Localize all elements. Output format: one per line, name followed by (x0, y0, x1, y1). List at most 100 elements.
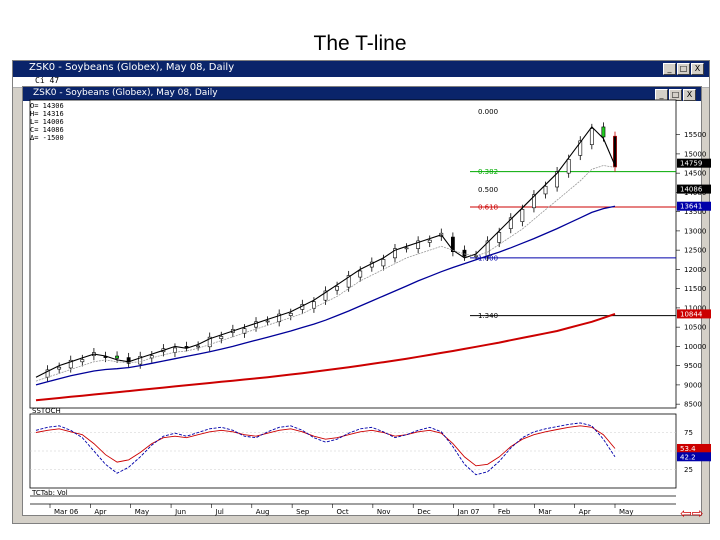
ohlc-high: H= 14316 (30, 110, 64, 118)
date-tick-label: Dec (417, 508, 431, 516)
ohlc-readout: O= 14306 H= 14316 L= 14006 C= 14086 Δ= -… (30, 102, 64, 142)
candle-body (242, 328, 247, 334)
medium-ma-line (35, 205, 616, 386)
slide-nav-arrows-icon[interactable]: ⇦⇨ (680, 506, 704, 522)
date-tick-label: Jun (174, 508, 186, 516)
candle-body (508, 217, 513, 229)
date-tick-label: Sep (296, 508, 310, 516)
inner-minimize-button[interactable]: _ (655, 89, 668, 101)
fib-level-label: 1.340 (478, 312, 498, 320)
price-ytick-label: 10500 (684, 324, 706, 332)
date-tick-label: Aug (256, 508, 270, 516)
price-ytick-label: 14500 (684, 170, 706, 178)
date-tick-label: May (135, 508, 149, 516)
price-tag-label: 14086 (680, 186, 703, 194)
ohlc-close: C= 14086 (30, 126, 64, 134)
candle-body (613, 135, 617, 168)
price-ytick-label: 9000 (684, 381, 702, 389)
candle-body (265, 320, 270, 323)
oscillator-title: SSTOCH (32, 407, 61, 415)
oscillator-ytick-label: 25 (684, 466, 693, 474)
candle-body (601, 126, 606, 138)
oscillator-ytick-label: 75 (684, 429, 693, 437)
candle-body (80, 359, 85, 363)
candle-body (219, 336, 224, 340)
short-ma-line (35, 165, 616, 382)
oscillator-tag-box (677, 443, 711, 453)
price-tag-box (677, 184, 711, 194)
candle-body (578, 140, 583, 156)
slide-title: The T-line (313, 32, 407, 55)
candle-body (462, 249, 467, 257)
candle-body (520, 209, 525, 222)
close-button[interactable]: X (691, 63, 704, 75)
date-tick-label: Apr (579, 508, 591, 516)
candle-body (323, 290, 328, 301)
candle-body (149, 355, 154, 359)
inner-close-button[interactable]: X (683, 89, 696, 101)
price-ytick-label: 10000 (684, 343, 706, 351)
outer-window-title: ZSK0 - Soybeans (Globex), May 08, Daily (29, 62, 235, 73)
candle-body (427, 239, 432, 243)
price-tag-box (677, 201, 711, 211)
long-ma-line (35, 312, 616, 402)
date-tick-label: May (619, 508, 633, 516)
candle-body (358, 270, 363, 278)
candle-body (416, 240, 421, 249)
inner-window-title: ZSK0 - Soybeans (Globex), May 08, Daily (33, 88, 218, 98)
candle-body (393, 248, 397, 259)
price-ytick-label: 9500 (684, 362, 702, 370)
candle-body (404, 247, 409, 250)
price-panel-frame (29, 99, 677, 409)
candle-body (126, 357, 131, 364)
candle-body (555, 171, 560, 188)
candle-body (68, 359, 73, 369)
ohlc-low: L= 14006 (30, 118, 64, 126)
candle-body (288, 312, 293, 316)
price-ytick-label: 15500 (684, 131, 706, 139)
fib-level-label: 0.000 (478, 108, 498, 116)
volume-panel-label: TCTab: Vol (31, 489, 68, 497)
price-ytick-label: 13000 (684, 227, 706, 235)
outer-window-titlebar: ZSK0 - Soybeans (Globex), May 08, Daily … (13, 61, 709, 77)
candle-body (589, 128, 594, 145)
candle-body (346, 275, 351, 288)
price-ytick-label: 15000 (684, 150, 706, 158)
outer-window-sub-label: Ci 47 (35, 76, 60, 85)
oscillator-tag-label: 42.2 (680, 453, 696, 461)
price-ytick-label: 11000 (684, 304, 706, 312)
fib-level-label: 0.618 (478, 204, 498, 212)
price-ytick-label: 12500 (684, 247, 706, 255)
price-ytick-label: 8500 (684, 401, 702, 409)
candle-body (497, 232, 502, 243)
candle-body (138, 356, 143, 365)
price-tag-label: 14759 (680, 160, 702, 168)
price-tag-box (677, 309, 711, 319)
candle-body (543, 185, 548, 195)
candle-body (450, 236, 455, 252)
price-tag-label: 10844 (680, 310, 703, 318)
date-tick-label: Apr (94, 508, 106, 516)
ohlc-change: Δ= -1500 (30, 134, 64, 142)
price-tag-box (677, 158, 711, 168)
candle-body (335, 286, 339, 291)
candle-body (254, 321, 258, 328)
candle-body (381, 259, 386, 267)
candle-body (207, 336, 212, 348)
oscillator-fast-line (35, 422, 616, 476)
price-ytick-label: 13500 (684, 208, 706, 216)
candle-body (57, 366, 62, 370)
date-tick-label: Oct (337, 508, 349, 516)
close-price-line (35, 126, 616, 378)
price-ytick-label: 11500 (684, 285, 706, 293)
maximize-button[interactable]: □ (677, 63, 690, 75)
minimize-button[interactable]: _ (663, 63, 676, 75)
candle-body (115, 355, 119, 359)
candle-body (196, 345, 201, 348)
price-tag-label: 13641 (680, 203, 702, 211)
date-tick-label: Feb (498, 508, 511, 516)
fib-level-label: 0.500 (478, 186, 498, 194)
fib-level-label: 1.000 (478, 254, 498, 262)
date-tick-label: Nov (377, 508, 391, 516)
